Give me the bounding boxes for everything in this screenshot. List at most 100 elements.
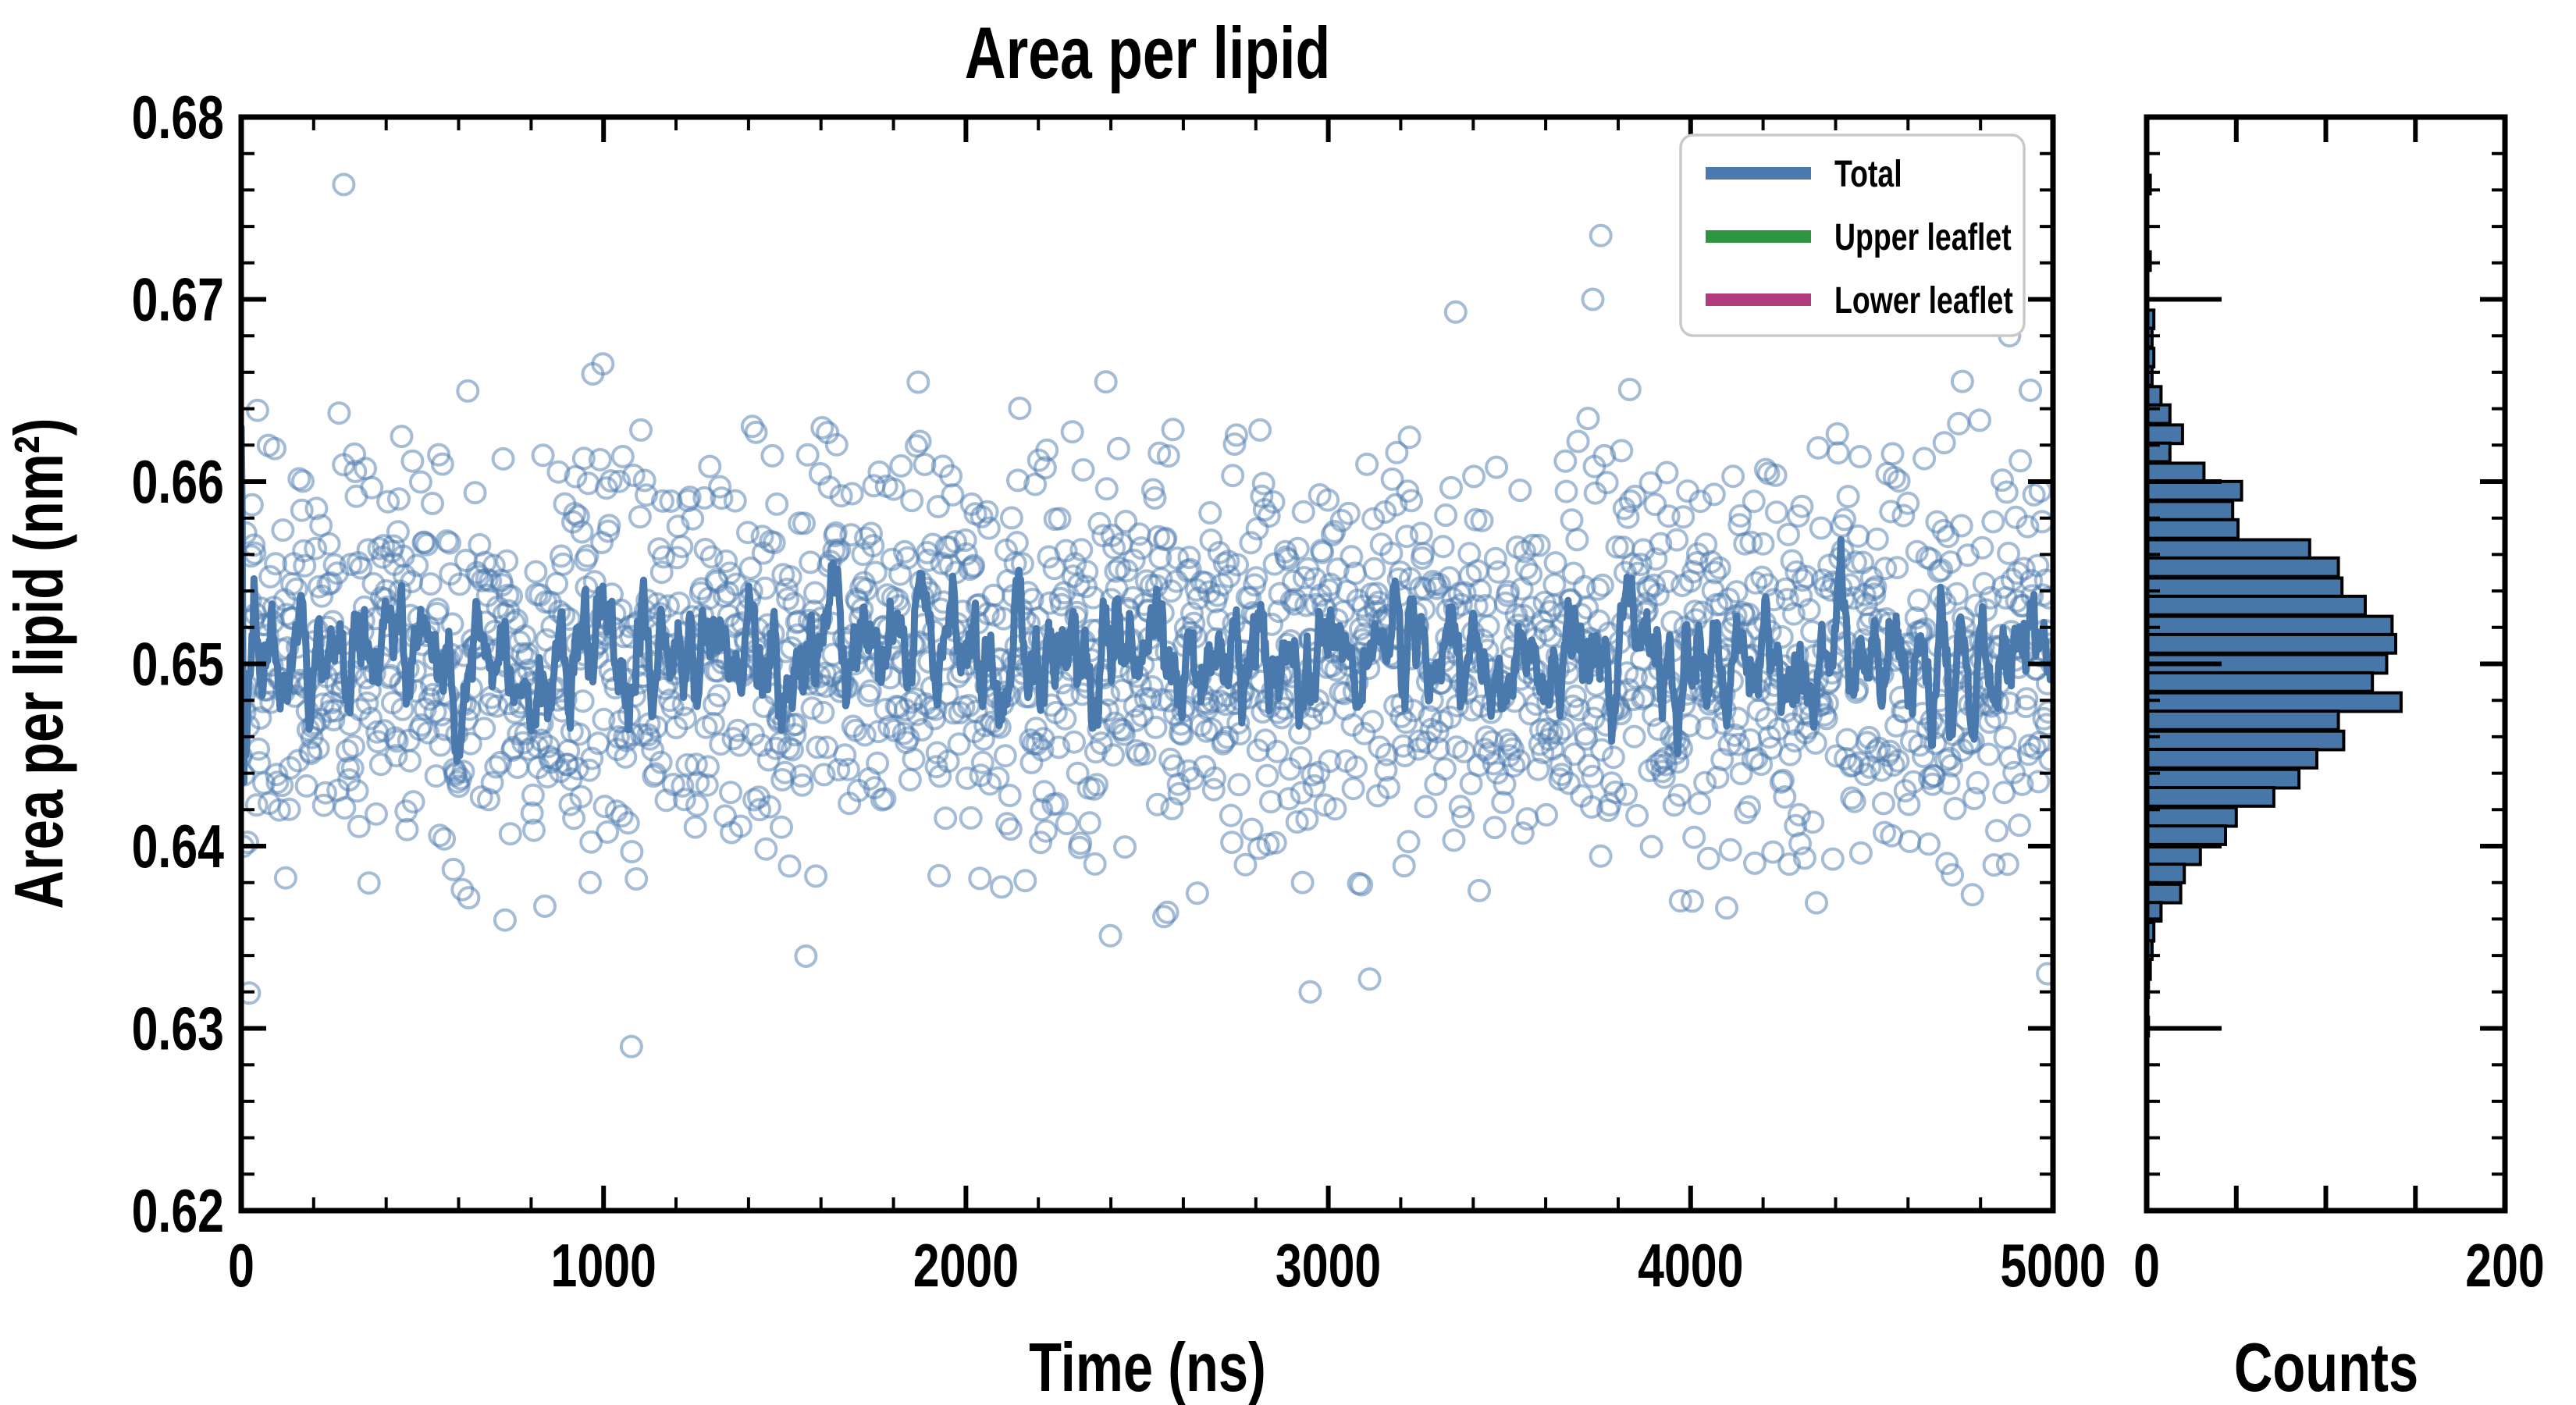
scatter-point: [1721, 464, 1745, 489]
scatter-point: [1912, 745, 1935, 768]
scatter-point: [1361, 710, 1384, 734]
scatter-point: [1761, 840, 1785, 864]
scatter-point: [866, 751, 890, 775]
scatter-point: [343, 442, 367, 466]
scatter-point: [698, 454, 722, 478]
scatter-point: [1891, 503, 1916, 528]
histogram-bar: [2147, 632, 2397, 655]
scatter-point: [1053, 706, 1077, 731]
scatter-point: [511, 731, 535, 755]
scatter-point: [1848, 445, 1872, 468]
scatter-point: [1553, 449, 1578, 473]
scatter-point: [632, 468, 656, 493]
scatter-point: [927, 863, 951, 887]
scatter-point: [273, 866, 297, 890]
scatter-point: [2008, 449, 2033, 473]
scatter-point: [1233, 852, 1258, 877]
scatter-point: [719, 781, 742, 805]
scatter-point: [954, 542, 978, 566]
scatter-point: [1025, 732, 1049, 756]
counts-tick-label: 200: [2465, 1232, 2545, 1300]
scatter-point: [1124, 709, 1147, 732]
scatter-point: [1667, 783, 1692, 807]
scatter-point: [1178, 557, 1202, 582]
scatter-point: [304, 536, 328, 560]
scatter-point: [1426, 737, 1450, 761]
scatter-point: [1847, 751, 1871, 775]
scatter-point: [902, 747, 926, 771]
scatter-point: [597, 514, 621, 538]
scatter-point: [665, 546, 689, 570]
scatter-point: [995, 812, 1019, 836]
scatter-point: [1161, 418, 1185, 442]
scatter-point: [284, 577, 308, 601]
scatter-point: [408, 470, 432, 494]
y-tick-label: 0.65: [132, 630, 224, 698]
scatter-point: [706, 684, 731, 708]
scatter-point: [1198, 501, 1222, 525]
scatter-point: [726, 718, 750, 742]
scatter-point: [744, 420, 768, 444]
scatter-point: [1205, 583, 1229, 607]
scatter-point: [873, 787, 897, 811]
scatter-point: [491, 446, 515, 471]
scatter-point: [723, 489, 747, 513]
scatter-point: [1055, 812, 1079, 836]
scatter-point: [1616, 505, 1640, 529]
scatter-point: [1623, 484, 1647, 508]
scatter-point: [1085, 773, 1109, 797]
scatter-point: [1224, 423, 1248, 447]
scatter-point: [264, 552, 288, 576]
scatter-point: [1385, 440, 1409, 464]
scatter-point: [1259, 790, 1283, 814]
scatter-point: [1384, 493, 1408, 517]
scatter-point: [1897, 792, 1921, 816]
histogram-bar: [2147, 767, 2301, 790]
scatter-point: [1977, 710, 2001, 735]
scatter-point: [656, 594, 680, 618]
scatter-point: [1030, 738, 1055, 762]
scatter-point: [1013, 869, 1037, 893]
scatter-point: [521, 783, 545, 807]
scatter-point: [858, 679, 882, 703]
histogram-bar: [2147, 614, 2394, 637]
scatter-point: [1949, 514, 1973, 538]
scatter-point: [1881, 753, 1905, 777]
histogram-bar: [2147, 538, 2311, 560]
scatter-outlier-point: [2036, 962, 2053, 986]
scatter-point: [360, 475, 384, 500]
scatter-point: [1496, 580, 1521, 604]
scatter-point: [773, 760, 797, 784]
scatter-point: [696, 755, 720, 779]
histogram-bar: [2147, 806, 2238, 828]
x-tick-label-group: 5000: [2000, 1232, 2105, 1300]
x-tick-label: 2000: [913, 1232, 1019, 1300]
tick-labels: 0 1000 2000 3000 4000 50000.620.630.640.650.6…: [132, 84, 2545, 1300]
scatter-point: [1302, 774, 1326, 798]
scatter-point: [429, 733, 453, 757]
scatter-point: [1104, 559, 1128, 583]
scatter-point: [1920, 772, 1944, 796]
scatter-point: [1848, 841, 1873, 865]
scatter-point: [2032, 706, 2053, 731]
scatter-point: [1069, 538, 1094, 562]
scatter-point: [322, 708, 346, 731]
scatter-point: [314, 781, 337, 805]
scatter-point: [426, 597, 450, 621]
scatter-point: [672, 788, 696, 812]
scatter-point: [1344, 755, 1368, 779]
scatter-point: [800, 696, 824, 720]
scatter-point: [1801, 810, 1825, 834]
scatter-outlier-point: [1298, 980, 1322, 1004]
scatter-point: [754, 837, 778, 861]
scatter-point: [1826, 441, 1850, 465]
scatter-point: [1352, 721, 1376, 745]
scatter-point: [1792, 846, 1816, 870]
scatter-point: [1702, 482, 1726, 507]
scatter-point: [1727, 732, 1751, 756]
total-line-series: [241, 423, 2053, 786]
scatter-point: [2014, 695, 2038, 719]
scatter-point: [1693, 770, 1717, 795]
scatter-point: [1029, 831, 1053, 855]
scatter-outlier-point: [619, 1034, 643, 1058]
